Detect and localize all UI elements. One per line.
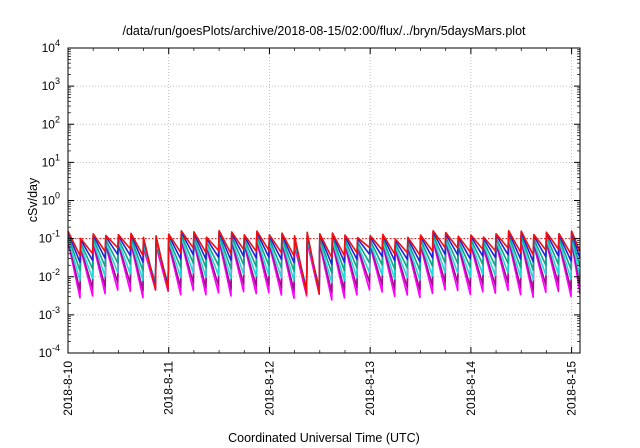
y-axis-label: cSv/day <box>26 177 40 222</box>
grid-layer <box>68 48 580 353</box>
x-tick-label: 2018-8-10 <box>61 361 75 416</box>
x-tick-label: 2018-8-13 <box>363 361 377 416</box>
x-tick-label: 2018-8-12 <box>262 361 276 416</box>
y-tick-label: 10-1 <box>39 229 60 246</box>
y-tick-layer: 10-4 10-3 10-2 10-1 100 101 102 103 104 <box>39 38 580 360</box>
x-tick-label: 2018-8-11 <box>162 361 176 415</box>
y-tick-label: 102 <box>42 114 60 131</box>
series-line <box>67 229 581 295</box>
y-tick-label: 10-2 <box>39 267 60 284</box>
x-tick-label: 2018-8-15 <box>565 361 579 416</box>
y-tick-label: 10-4 <box>39 343 60 360</box>
y-tick-label: 101 <box>42 152 60 169</box>
y-tick-label: 10-3 <box>39 305 60 322</box>
y-tick-label: 100 <box>42 191 60 208</box>
x-tick-label: 2018-8-14 <box>464 361 478 416</box>
y-tick-label: 104 <box>42 38 60 55</box>
x-tick-layer: 2018-8-10 2018-8-11 2018-8-12 2018-8-13 2018… <box>61 48 579 416</box>
y-tick-label: 103 <box>42 76 60 93</box>
series-layer <box>67 229 581 301</box>
x-axis-label: Coordinated Universal Time (UTC) <box>228 431 420 445</box>
chart-title: /data/run/goesPlots/archive/2018-08-15/0… <box>122 24 526 38</box>
